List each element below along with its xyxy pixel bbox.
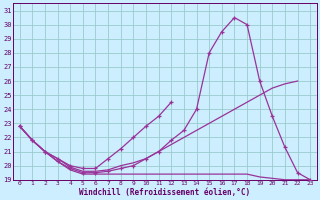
X-axis label: Windchill (Refroidissement éolien,°C): Windchill (Refroidissement éolien,°C) [79, 188, 251, 197]
